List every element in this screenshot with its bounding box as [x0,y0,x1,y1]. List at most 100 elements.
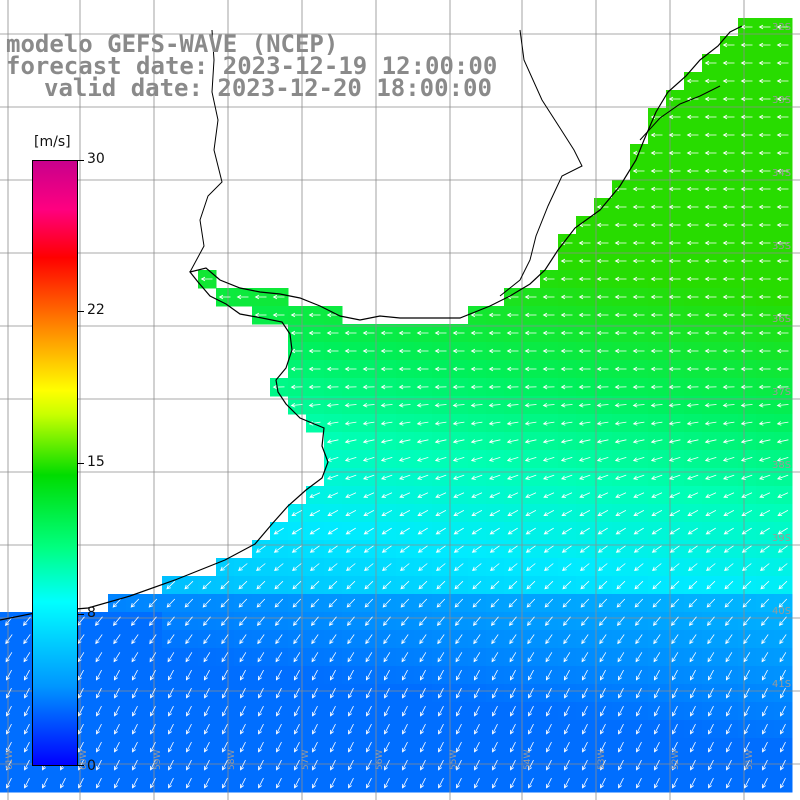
wind-arrow [362,348,375,354]
wind-arrow [776,132,789,138]
longitude-label: 51W [745,750,755,770]
wind-arrow [474,723,480,735]
longitude-labels: 61W60W59W58W57W56W55W54W53W52W51W50W [5,750,755,770]
wind-arrow [686,384,699,390]
wind-arrow [632,204,645,210]
wind-arrow [345,527,356,535]
wind-arrow [149,634,157,645]
wind-arrow [618,759,624,771]
wind-arrow [24,777,30,789]
wind-arrow [651,545,662,553]
wind-arrow [706,598,716,608]
wind-arrow [744,687,750,699]
wind-arrow [291,527,302,535]
wind-arrow [614,276,627,282]
wind-arrow [166,616,175,626]
wind-arrow [452,439,465,444]
wind-arrow [599,634,607,645]
wind-arrow [348,705,354,717]
wind-arrow [652,580,662,590]
wind-arrow [381,492,393,498]
wind-arrow [221,634,229,645]
wind-arrow [740,384,753,390]
wind-arrow [600,687,606,699]
wind-arrow [704,312,717,318]
wind-arrow [633,492,645,498]
wind-arrow [614,204,627,210]
wind-arrow [417,492,429,498]
latitude-label: 33S [772,95,791,106]
wind-arrow [292,598,302,608]
wind-arrow [780,687,786,699]
wind-arrow [668,312,681,318]
longitude-label: 59W [153,750,163,770]
wind-arrow [598,580,608,590]
wind-arrow [578,276,591,282]
wind-arrow [544,616,553,626]
wind-arrow [308,366,321,372]
latitude-label: 34S [772,168,791,179]
wind-arrow [636,669,642,681]
wind-arrow [758,439,771,444]
wind-arrow [741,492,753,498]
wind-arrow [381,474,393,480]
wind-arrow [362,421,375,426]
wind-arrow [668,186,681,192]
wind-arrow [780,723,786,735]
wind-arrow [200,276,213,282]
wind-arrow [507,545,518,553]
wind-arrow [434,366,447,372]
wind-arrow [704,132,717,138]
wind-arrow [741,474,753,480]
wind-arrow [560,330,573,336]
wind-arrow [96,687,102,699]
wind-arrow [614,330,627,336]
wind-arrow [112,616,121,626]
wind-arrow [6,687,12,699]
wind-arrow [744,705,750,717]
wind-arrow [96,669,102,681]
wind-arrow [724,563,734,572]
wind-arrow [132,705,138,717]
wind-arrow [436,580,446,590]
colorbar-tick-label: 15 [87,454,105,470]
wind-arrow [668,439,681,444]
wind-arrow [650,294,663,300]
wind-arrow [524,457,537,462]
wind-arrow [632,240,645,246]
wind-arrow [740,348,753,354]
wind-arrow [364,580,374,590]
wind-arrow [380,348,393,354]
wind-arrow [274,616,283,626]
wind-arrow [633,545,644,553]
wind-arrow [686,222,699,228]
wind-arrow [400,616,409,626]
wind-arrow [776,348,789,354]
wind-arrow [632,439,645,444]
wind-arrow [489,510,501,516]
wind-arrow [96,723,102,735]
wind-arrow [416,421,429,426]
wind-arrow [758,186,771,192]
wind-arrow [632,186,645,192]
wind-arrow [416,402,429,408]
wind-arrow [542,402,555,408]
wind-arrow [454,598,464,608]
longitude-label: 61W [5,750,15,770]
wind-arrow [722,204,735,210]
wind-arrow [686,150,699,156]
wind-arrow [294,687,300,699]
wind-arrow [758,24,771,30]
wind-arrow [150,741,156,753]
wind-arrow [650,168,663,174]
wind-arrow [402,759,408,771]
wind-arrow [744,777,750,789]
wind-arrow [363,510,375,516]
wind-arrow [418,616,427,626]
wind-arrow [258,741,264,753]
wind-arrow [327,510,339,516]
wind-arrow [632,312,645,318]
wind-arrow [290,330,303,336]
wind-arrow [524,330,537,336]
wind-arrow [524,421,537,426]
